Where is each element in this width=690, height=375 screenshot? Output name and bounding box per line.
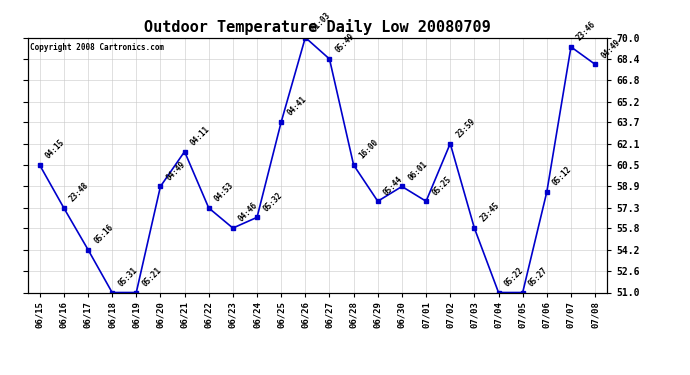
Text: 05:16: 05:16 — [92, 223, 115, 245]
Text: 16:00: 16:00 — [358, 138, 380, 161]
Text: Copyright 2008 Cartronics.com: Copyright 2008 Cartronics.com — [30, 43, 165, 52]
Text: 23:45: 23:45 — [479, 201, 501, 224]
Text: 04:49: 04:49 — [165, 160, 187, 182]
Text: 05:22: 05:22 — [503, 266, 525, 288]
Text: 05:25: 05:25 — [431, 174, 453, 197]
Text: 04:49: 04:49 — [600, 38, 622, 60]
Text: 05:31: 05:31 — [117, 266, 139, 288]
Text: 04:15: 04:15 — [44, 138, 66, 161]
Text: 23:59: 23:59 — [455, 117, 477, 140]
Text: 05:44: 05:44 — [382, 174, 404, 197]
Text: 04:11: 04:11 — [189, 125, 211, 147]
Text: 23:46: 23:46 — [575, 20, 598, 43]
Text: 01:03: 01:03 — [310, 10, 332, 33]
Text: 05:12: 05:12 — [551, 165, 573, 188]
Text: 05:27: 05:27 — [527, 266, 549, 288]
Text: 05:49: 05:49 — [334, 32, 356, 55]
Title: Outdoor Temperature Daily Low 20080709: Outdoor Temperature Daily Low 20080709 — [144, 19, 491, 35]
Text: 05:32: 05:32 — [262, 190, 284, 213]
Text: 04:41: 04:41 — [286, 95, 308, 118]
Text: 04:53: 04:53 — [213, 181, 235, 204]
Text: 04:46: 04:46 — [237, 201, 259, 224]
Text: 06:01: 06:01 — [406, 160, 428, 182]
Text: 05:21: 05:21 — [141, 266, 163, 288]
Text: 23:48: 23:48 — [68, 181, 90, 204]
